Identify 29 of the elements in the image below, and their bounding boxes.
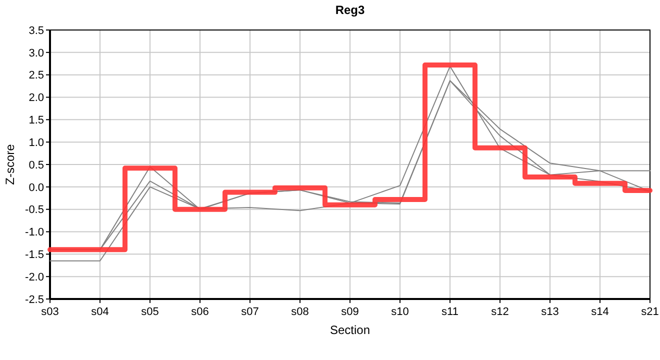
x-tick-label: s12 — [491, 306, 509, 318]
y-tick-label: -2.5 — [25, 294, 44, 306]
x-tick-label: s06 — [191, 306, 209, 318]
y-tick-label: 1.0 — [28, 136, 44, 149]
y-tick-label: -2.0 — [25, 271, 44, 284]
x-tick-label: s04 — [91, 306, 109, 318]
y-tick-label: -0.5 — [25, 204, 44, 216]
y-tick-label: 2.0 — [28, 92, 44, 104]
y-tick-label: -1.5 — [25, 249, 44, 262]
x-tick-label: s05 — [141, 306, 159, 318]
x-axis-title: Section — [330, 323, 370, 337]
x-tick-label: s08 — [291, 306, 309, 318]
y-tick-label: 1.5 — [28, 114, 44, 127]
x-tick-label: s13 — [541, 306, 559, 318]
y-tick-label: 3.0 — [28, 47, 44, 60]
x-tick-label: s03 — [41, 306, 59, 318]
x-tick-label: s07 — [241, 306, 259, 318]
y-axis-title: Z-score — [3, 144, 17, 185]
x-tick-label: s11 — [442, 306, 458, 318]
x-tick-label: s10 — [391, 306, 409, 318]
y-tick-label: 2.5 — [28, 70, 44, 82]
x-tick-label: s14 — [591, 306, 609, 318]
y-tick-label: 0.0 — [28, 182, 44, 194]
y-tick-label: 0.5 — [28, 159, 44, 172]
chart-title: Reg3 — [335, 3, 365, 17]
x-tick-label: s09 — [341, 306, 359, 318]
x-tick-label: s21 — [641, 306, 659, 318]
y-tick-label: -1.0 — [25, 226, 44, 239]
y-tick-label: 3.5 — [28, 24, 44, 37]
